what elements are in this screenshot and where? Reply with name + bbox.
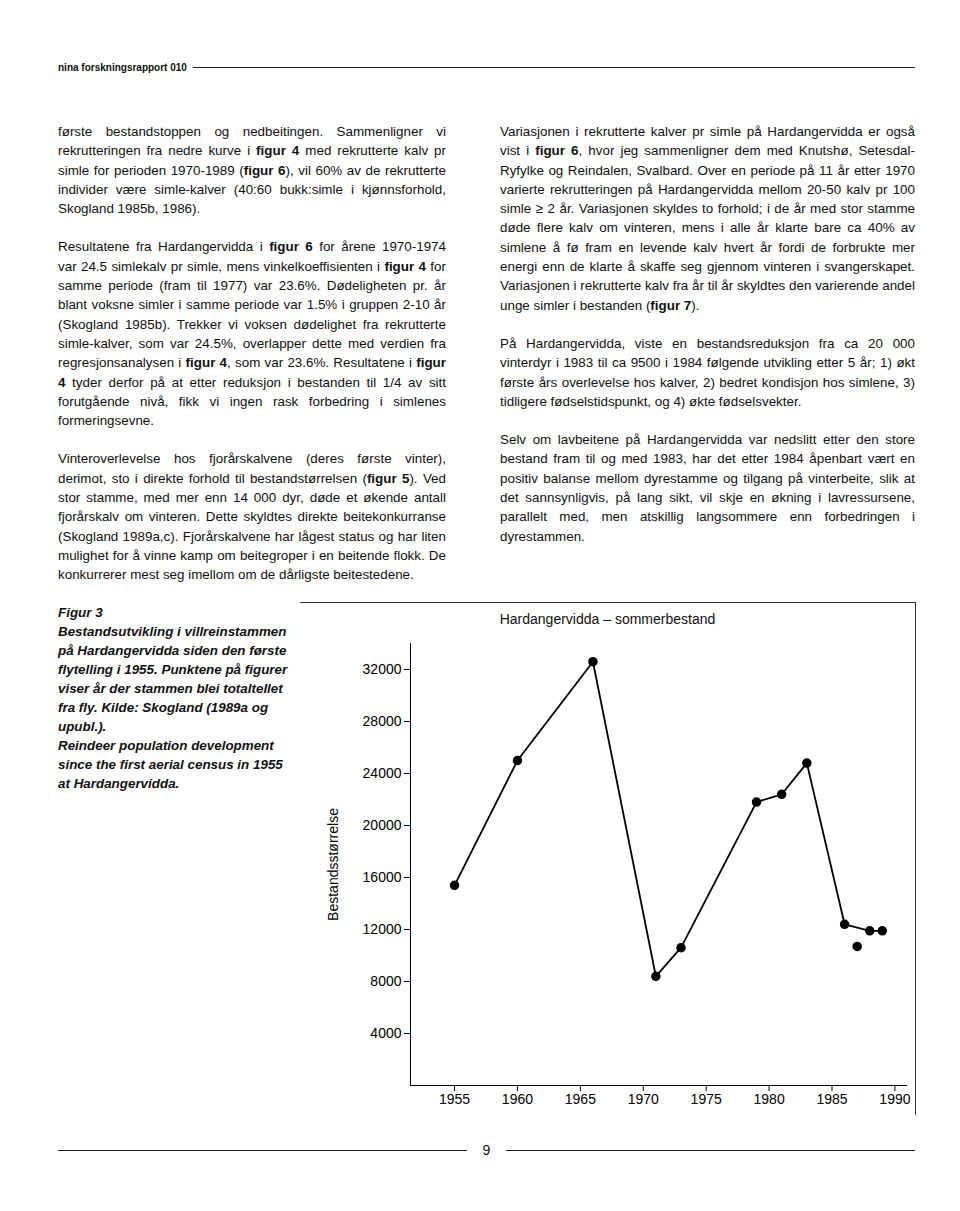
svg-text:28000: 28000 — [363, 713, 402, 729]
html-text:Reindeer population developmen: Reindeer population development since th… — [58, 738, 283, 791]
svg-text:1990: 1990 — [879, 1091, 910, 1107]
svg-text:1975: 1975 — [691, 1091, 722, 1107]
svg-text:1980: 1980 — [754, 1091, 785, 1107]
svg-text:24000: 24000 — [363, 765, 402, 781]
svg-text:Bestandsstørrelse: Bestandsstørrelse — [325, 808, 341, 921]
html-text:første bestandstoppen og nedbe: første bestandstoppen og nedbeitingen. S… — [58, 124, 446, 217]
html-text:Vinteroverlevelse hos fjorårsk: Vinteroverlevelse hos fjorårskalvene (de… — [58, 451, 446, 583]
svg-text:1955: 1955 — [439, 1091, 470, 1107]
svg-text:4000: 4000 — [370, 1025, 401, 1041]
svg-text:12000: 12000 — [363, 921, 402, 937]
svg-text:1965: 1965 — [565, 1091, 596, 1107]
html-text:Figur 3: Figur 3 — [58, 605, 103, 620]
svg-text:32000: 32000 — [363, 661, 402, 677]
svg-text:8000: 8000 — [370, 973, 401, 989]
html-text:nina forskningsrapport 010: nina forskningsrapport 010 — [58, 61, 187, 73]
svg-text:16000: 16000 — [363, 869, 402, 885]
html-text:Selv om lavbeitene på Hardange: Selv om lavbeitene på Hardangervidda var… — [500, 432, 915, 544]
html-text:Variasjonen i rekrutterte kalv: Variasjonen i rekrutterte kalver pr siml… — [500, 124, 915, 313]
svg-text:20000: 20000 — [363, 817, 402, 833]
html-text:Resultatene fra Hardangervidda: Resultatene fra Hardangervidda i figur 6… — [58, 239, 446, 429]
html-text:9: 9 — [482, 1142, 491, 1158]
html-text:På Hardangervidda, viste en be: På Hardangervidda, viste en bestandsredu… — [500, 336, 915, 409]
html-text:Bestandsutvikling i villreinst: Bestandsutvikling i villreinstammen på H… — [58, 624, 288, 734]
html-text:Hardangervidda – sommerbestand: Hardangervidda – sommerbestand — [499, 611, 716, 627]
svg-text:1960: 1960 — [502, 1091, 533, 1107]
svg-text:1985: 1985 — [816, 1091, 847, 1107]
svg-text:1970: 1970 — [628, 1091, 659, 1107]
